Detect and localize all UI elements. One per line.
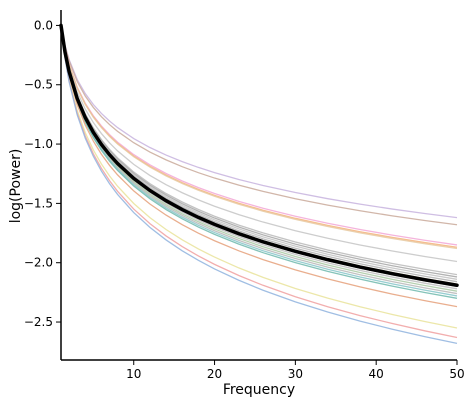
mean-layer: [59, 23, 459, 287]
series-line-5: [60, 25, 458, 250]
series-line-2: [60, 25, 458, 226]
series-line-21: [60, 25, 458, 345]
series-line-3: [60, 25, 458, 246]
series-line-4: [60, 25, 458, 248]
x-tick-label: 40: [369, 367, 384, 381]
series-layer: [60, 25, 458, 345]
x-tick-label: 50: [449, 367, 464, 381]
y-tick-label: −1.0: [24, 137, 53, 151]
mean-series-line: [59, 23, 459, 287]
series-line-18: [60, 25, 458, 308]
y-tick-label: −1.5: [24, 196, 53, 210]
series-line-20: [60, 25, 458, 339]
x-tick-label: 30: [288, 367, 303, 381]
y-ticks: 0.0 −0.5 −1.0 −1.5 −2.0 −2.5: [24, 18, 61, 329]
x-tick-label: 20: [207, 367, 222, 381]
x-ticks: 10 20 30 40 50: [126, 360, 465, 381]
y-tick-label: 0.0: [34, 18, 53, 32]
y-tick-label: −2.0: [24, 256, 53, 270]
x-tick-label: 10: [126, 367, 141, 381]
series-line-6: [60, 25, 458, 263]
x-axis-label: Frequency: [223, 382, 295, 398]
series-line-1: [60, 25, 458, 219]
y-tick-label: −2.5: [24, 315, 53, 329]
y-axis-label: log(Power): [8, 149, 24, 224]
series-line-19: [60, 25, 458, 329]
y-tick-label: −0.5: [24, 78, 53, 92]
